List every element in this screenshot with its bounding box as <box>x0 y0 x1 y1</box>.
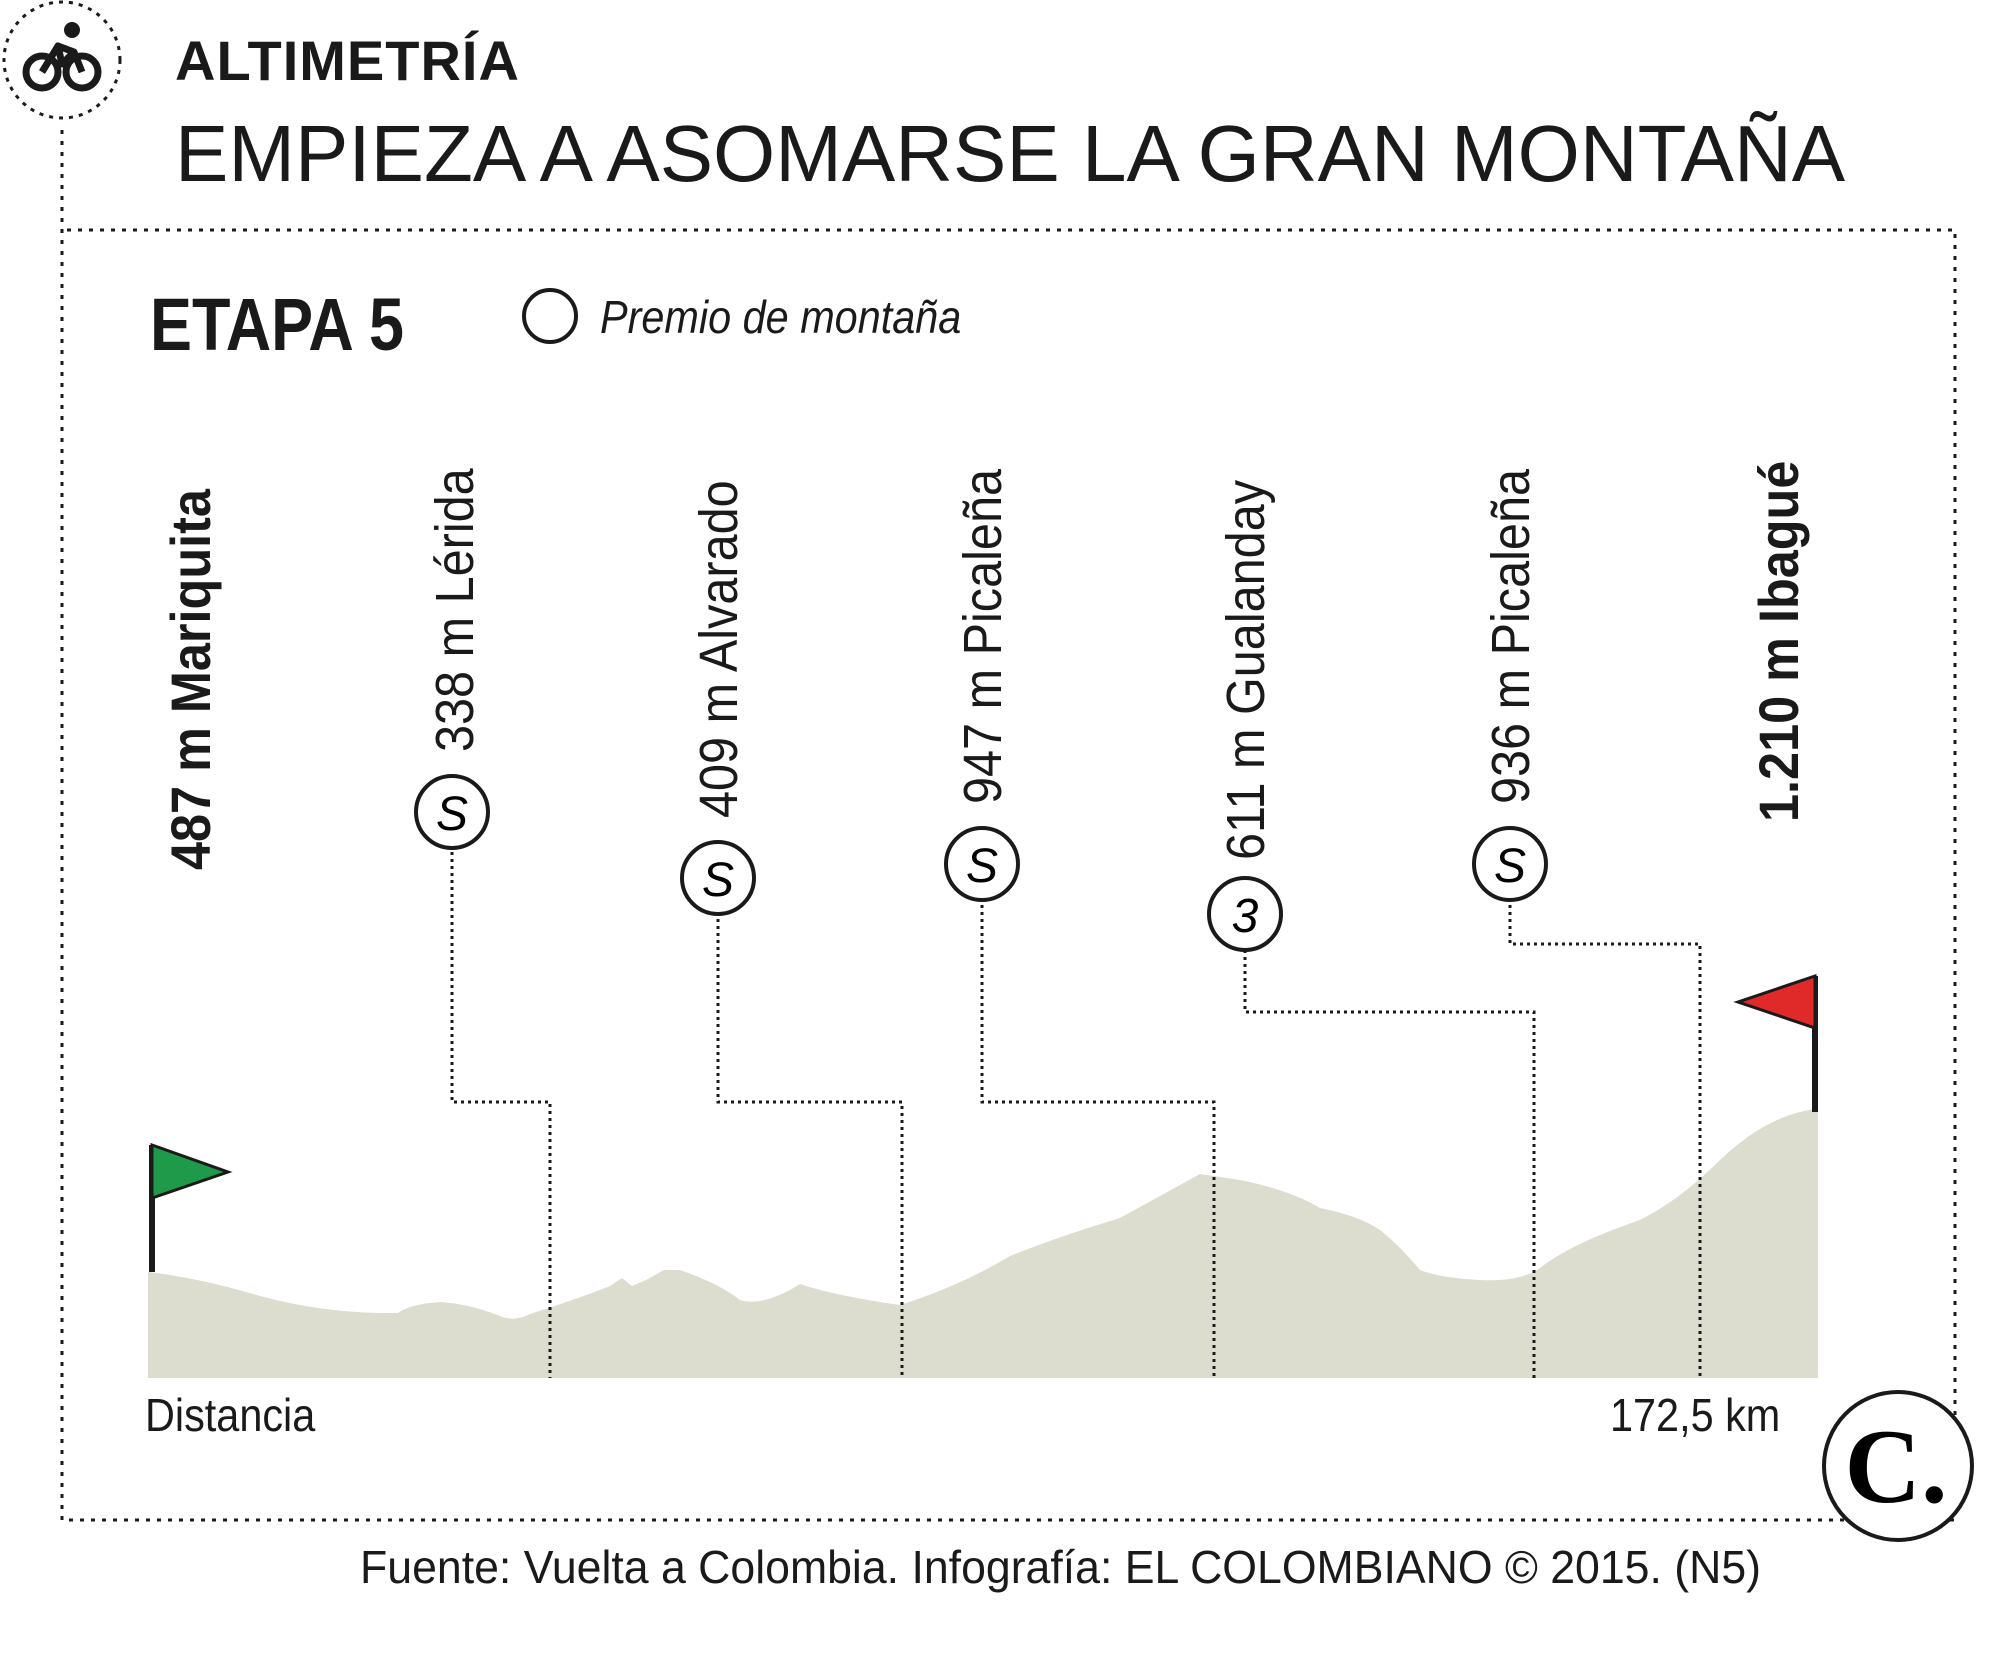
climb-badge-picalena-2: S <box>1472 826 1548 902</box>
stage-title: ETAPA 5 <box>150 283 404 366</box>
section-label: ALTIMETRÍA <box>175 29 520 92</box>
elevation-profile <box>148 1108 1818 1378</box>
climb-label-alvarado: 409 m Alvarado <box>689 480 749 818</box>
svg-text:S: S <box>966 840 998 893</box>
leader-lines <box>450 845 1702 1378</box>
frame <box>60 130 1957 1522</box>
start-label: 487 m Mariquita <box>159 489 222 870</box>
climb-badge-alvarado: S <box>680 840 756 916</box>
climb-label-picalena-1: 947 m Picaleña <box>953 468 1013 804</box>
svg-text:C.: C. <box>1844 1408 1947 1525</box>
climb-badge-picalena-1: S <box>944 826 1020 902</box>
climb-badges: S S S 3 S <box>414 774 1548 952</box>
headline: EMPIEZA A ASOMARSE LA GRAN MONTAÑA <box>175 109 1846 198</box>
cyclist-icon <box>2 0 122 120</box>
climb-label-gualanday: 611 m Gualanday <box>1216 479 1276 860</box>
distance-end-label: 172,5 km <box>1610 1389 1781 1441</box>
climb-badge-gualanday: 3 <box>1207 876 1283 952</box>
el-colombiano-logo: C. <box>1822 1390 1974 1542</box>
source-credit: Fuente: Vuelta a Colombia. Infografía: E… <box>360 1541 1762 1593</box>
svg-text:S: S <box>702 854 734 907</box>
finish-label: 1.210 m Ibagué <box>1747 460 1810 822</box>
svg-text:S: S <box>436 788 468 841</box>
svg-text:3: 3 <box>1232 890 1259 943</box>
distance-start-label: Distancia <box>145 1389 316 1441</box>
legend-label: Premio de montaña <box>600 291 962 343</box>
finish-flag-icon <box>1733 973 1818 1112</box>
climb-label-lerida: 338 m Lérida <box>425 468 485 752</box>
climb-badge-lerida: S <box>414 774 490 850</box>
climb-label-picalena-2: 936 m Picaleña <box>1481 468 1541 804</box>
start-flag-icon <box>149 1142 233 1272</box>
svg-text:S: S <box>1494 840 1526 893</box>
legend-circle-icon <box>522 288 578 344</box>
